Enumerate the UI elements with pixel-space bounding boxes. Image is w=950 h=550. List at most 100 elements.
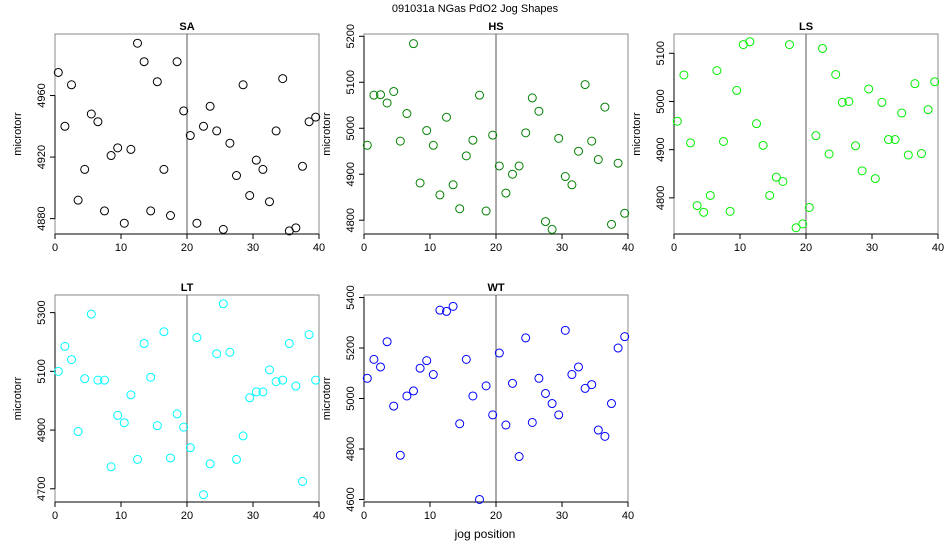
data-point <box>593 155 603 165</box>
data-point <box>527 417 537 427</box>
panel-title: WT <box>487 282 504 294</box>
data-point <box>159 327 169 337</box>
data-point <box>225 138 235 148</box>
data-point <box>758 140 768 150</box>
y-tick-label: 5300 <box>36 300 48 324</box>
data-point <box>831 69 841 79</box>
data-point <box>166 453 175 463</box>
data-point <box>265 197 274 207</box>
data-point <box>369 90 379 100</box>
x-tick-label: 10 <box>115 510 127 522</box>
data-point <box>587 136 597 146</box>
data-point <box>448 301 458 311</box>
x-tick-label: 10 <box>115 242 127 254</box>
data-point <box>73 427 83 437</box>
data-point <box>93 117 103 127</box>
data-point <box>884 135 893 145</box>
data-point <box>824 149 834 159</box>
data-point <box>455 204 465 214</box>
x-tick-label: 10 <box>424 510 436 522</box>
data-point <box>752 119 761 129</box>
y-axis-label: microtorr <box>631 112 643 156</box>
data-point <box>837 97 847 107</box>
data-point <box>304 117 314 127</box>
y-tick-label: 4700 <box>36 477 48 501</box>
x-tick-label: 20 <box>181 242 193 254</box>
data-point <box>152 421 162 431</box>
data-point <box>534 106 544 116</box>
data-point <box>574 362 583 372</box>
y-axis-label: microtorr <box>321 376 333 420</box>
data-point <box>600 431 610 441</box>
data-point <box>442 306 451 316</box>
data-point <box>844 96 854 106</box>
data-point <box>778 176 788 186</box>
data-point <box>541 388 550 398</box>
y-tick-label: 4920 <box>36 145 48 169</box>
data-point <box>67 80 76 90</box>
x-tick-label: 40 <box>313 510 325 522</box>
data-point <box>258 164 268 174</box>
x-tick-label: 20 <box>490 510 502 522</box>
data-point <box>93 375 103 385</box>
data-point <box>903 150 913 160</box>
data-point <box>139 338 149 348</box>
data-point <box>119 218 129 228</box>
x-tick-label: 40 <box>622 510 634 522</box>
y-axis-label: microtorr <box>321 112 333 156</box>
data-point <box>185 443 195 453</box>
data-point <box>152 77 162 87</box>
data-point <box>382 337 392 347</box>
data-point <box>442 112 451 122</box>
data-point <box>851 141 860 151</box>
data-point <box>238 80 248 90</box>
data-point <box>521 333 531 343</box>
x-tick-label: 30 <box>247 510 259 522</box>
data-point <box>113 410 123 420</box>
data-point <box>422 356 432 366</box>
y-tick-label: 4960 <box>36 83 48 107</box>
data-point <box>791 223 801 233</box>
data-point <box>475 494 484 504</box>
data-point <box>251 155 261 165</box>
data-point <box>100 375 109 385</box>
data-point <box>554 410 564 420</box>
data-point <box>508 378 517 388</box>
data-point <box>475 90 484 100</box>
data-point <box>113 143 123 153</box>
data-point <box>745 37 755 47</box>
data-point <box>192 333 202 343</box>
data-point <box>166 211 175 221</box>
data-point <box>298 161 307 171</box>
panel-ls: LS microtorr 0 10 20 30 40 4800 4900 5000 5100 <box>631 21 944 254</box>
y-tick-label: 4880 <box>36 206 48 230</box>
data-point <box>205 459 215 469</box>
data-point <box>382 98 392 108</box>
data-point <box>362 140 372 150</box>
data-point <box>53 366 63 376</box>
data-point <box>686 138 695 148</box>
data-point <box>461 354 471 364</box>
y-tick-label: 4900 <box>345 162 357 186</box>
data-point <box>554 133 564 143</box>
x-tick-label: 0 <box>52 510 58 522</box>
data-point <box>917 149 926 159</box>
data-point <box>541 217 550 227</box>
data-point <box>580 80 590 90</box>
y-tick-label: 5200 <box>345 24 357 48</box>
data-point <box>560 325 570 335</box>
y-axis-label: microtorr <box>12 376 24 420</box>
data-point <box>428 140 438 150</box>
data-point <box>133 454 142 464</box>
data-point <box>547 224 557 234</box>
y-tick-label: 5100 <box>345 70 357 94</box>
data-point <box>376 362 385 372</box>
data-point <box>455 419 465 429</box>
data-point <box>679 70 689 80</box>
figure-xlabel: jog position <box>454 527 516 541</box>
data-point <box>560 172 570 182</box>
data-point <box>804 202 814 212</box>
data-point <box>897 108 907 118</box>
y-tick-label: 5100 <box>655 41 667 65</box>
